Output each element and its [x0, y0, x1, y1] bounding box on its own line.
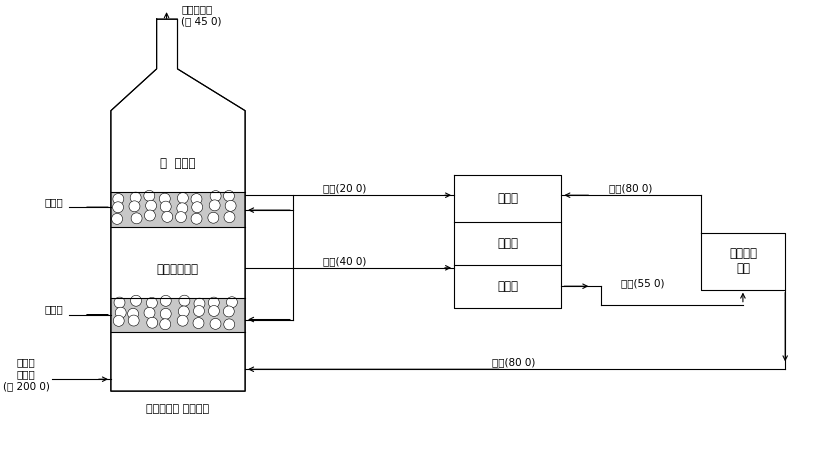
Circle shape [224, 306, 234, 317]
Circle shape [224, 190, 234, 201]
Circle shape [162, 212, 173, 222]
Text: 냉수(20 0): 냉수(20 0) [323, 183, 366, 193]
Circle shape [144, 307, 155, 318]
Bar [111, 192, 245, 227]
Circle shape [177, 203, 188, 214]
Circle shape [179, 295, 190, 306]
Circle shape [193, 318, 204, 329]
Text: 견열관: 견열관 [45, 197, 64, 207]
Circle shape [146, 200, 156, 211]
Circle shape [209, 306, 219, 316]
Circle shape [129, 201, 140, 212]
Circle shape [226, 297, 238, 308]
Circle shape [179, 306, 189, 317]
Circle shape [178, 193, 188, 204]
Circle shape [129, 315, 139, 326]
Text: 열펌프: 열펌프 [497, 237, 518, 250]
Circle shape [175, 212, 187, 223]
Circle shape [160, 319, 170, 330]
Circle shape [147, 297, 157, 308]
Circle shape [224, 319, 235, 330]
Text: 열미채유동층: 열미채유동층 [156, 263, 198, 276]
Circle shape [130, 192, 141, 203]
Text: 비가스출구
(약 45 0): 비가스출구 (약 45 0) [182, 4, 222, 26]
Circle shape [147, 317, 158, 328]
Circle shape [209, 200, 220, 211]
Circle shape [144, 210, 156, 221]
Circle shape [128, 308, 138, 319]
Circle shape [161, 295, 171, 307]
Text: 보일러
비가스
(약 200 0): 보일러 비가스 (약 200 0) [3, 357, 50, 391]
Text: 견열관: 견열관 [45, 305, 64, 314]
Circle shape [114, 297, 125, 308]
Circle shape [191, 194, 202, 205]
Text: 다단유동층 열교환기: 다단유동층 열교환기 [146, 404, 209, 414]
Circle shape [210, 191, 221, 201]
Text: 물  유동층: 물 유동층 [160, 157, 195, 170]
Circle shape [161, 308, 171, 319]
Circle shape [111, 213, 123, 225]
Text: 응축기: 응축기 [497, 280, 518, 293]
Circle shape [177, 315, 188, 326]
Circle shape [192, 202, 202, 213]
Text: 온수(40 0): 온수(40 0) [323, 256, 366, 266]
Bar [111, 298, 245, 332]
Text: 온수(55 0): 온수(55 0) [621, 278, 664, 288]
Circle shape [225, 200, 236, 211]
Text: 온수(80 0): 온수(80 0) [492, 357, 536, 367]
Circle shape [224, 212, 235, 223]
Text: 증발기: 증발기 [497, 192, 518, 205]
Text: 냉수(80 0): 냉수(80 0) [609, 183, 653, 193]
Circle shape [194, 298, 205, 309]
Circle shape [113, 315, 124, 326]
Circle shape [144, 190, 155, 201]
Circle shape [210, 319, 221, 329]
Circle shape [130, 295, 142, 306]
Circle shape [193, 306, 205, 316]
Circle shape [191, 213, 202, 224]
Circle shape [115, 307, 126, 318]
Circle shape [208, 297, 219, 308]
Circle shape [161, 201, 171, 212]
Circle shape [131, 213, 142, 224]
Circle shape [160, 193, 170, 204]
Circle shape [113, 194, 124, 205]
Text: 온수사용
공경: 온수사용 공경 [729, 247, 757, 275]
Circle shape [112, 202, 124, 213]
Circle shape [208, 212, 219, 223]
